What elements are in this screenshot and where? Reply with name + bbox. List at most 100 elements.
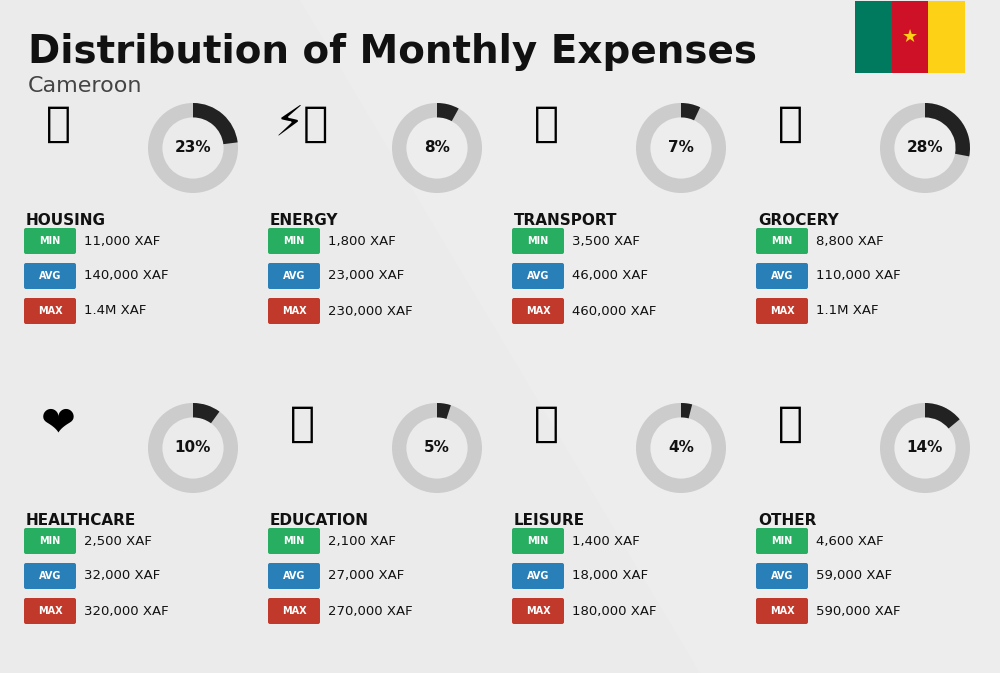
FancyBboxPatch shape (24, 228, 76, 254)
Text: TRANSPORT: TRANSPORT (514, 213, 618, 228)
Text: 8,800 XAF: 8,800 XAF (816, 234, 884, 248)
FancyBboxPatch shape (512, 263, 564, 289)
Text: 🏢: 🏢 (46, 103, 70, 145)
Text: 14%: 14% (907, 441, 943, 456)
Text: 1,800 XAF: 1,800 XAF (328, 234, 396, 248)
Text: 140,000 XAF: 140,000 XAF (84, 269, 168, 283)
Text: 23%: 23% (175, 141, 211, 155)
Wedge shape (636, 403, 726, 493)
Text: MIN: MIN (39, 236, 61, 246)
Wedge shape (148, 403, 238, 493)
Bar (928, 1, 965, 73)
Wedge shape (193, 103, 238, 144)
FancyBboxPatch shape (512, 528, 564, 554)
FancyBboxPatch shape (268, 563, 320, 589)
Wedge shape (193, 403, 219, 423)
Text: 46,000 XAF: 46,000 XAF (572, 269, 648, 283)
Text: 11,000 XAF: 11,000 XAF (84, 234, 160, 248)
Text: 460,000 XAF: 460,000 XAF (572, 304, 656, 318)
Text: AVG: AVG (527, 571, 549, 581)
Text: ❤️: ❤️ (41, 403, 75, 445)
Text: 🎓: 🎓 (290, 403, 314, 445)
Text: 27,000 XAF: 27,000 XAF (328, 569, 404, 583)
Text: 32,000 XAF: 32,000 XAF (84, 569, 160, 583)
Text: 180,000 XAF: 180,000 XAF (572, 604, 656, 618)
Text: 1.4M XAF: 1.4M XAF (84, 304, 146, 318)
Text: 💰: 💰 (778, 403, 802, 445)
FancyBboxPatch shape (756, 528, 808, 554)
FancyBboxPatch shape (268, 298, 320, 324)
FancyBboxPatch shape (512, 298, 564, 324)
Text: 590,000 XAF: 590,000 XAF (816, 604, 900, 618)
Text: MIN: MIN (283, 236, 305, 246)
Text: AVG: AVG (39, 571, 61, 581)
Text: LEISURE: LEISURE (514, 513, 585, 528)
FancyBboxPatch shape (268, 263, 320, 289)
FancyBboxPatch shape (24, 298, 76, 324)
Text: 23,000 XAF: 23,000 XAF (328, 269, 404, 283)
Wedge shape (681, 403, 692, 419)
Text: 🛒: 🛒 (778, 103, 802, 145)
Wedge shape (437, 403, 451, 419)
Text: 4%: 4% (668, 441, 694, 456)
Text: MAX: MAX (770, 306, 794, 316)
Text: EDUCATION: EDUCATION (270, 513, 369, 528)
Bar (892, 1, 928, 73)
Text: MAX: MAX (526, 306, 550, 316)
Text: AVG: AVG (39, 271, 61, 281)
Text: AVG: AVG (771, 271, 793, 281)
Text: 1,400 XAF: 1,400 XAF (572, 534, 640, 548)
Text: 🛍️: 🛍️ (534, 403, 558, 445)
Text: MAX: MAX (526, 606, 550, 616)
Text: 18,000 XAF: 18,000 XAF (572, 569, 648, 583)
Text: MIN: MIN (39, 536, 61, 546)
Wedge shape (880, 403, 970, 493)
Text: 28%: 28% (907, 141, 943, 155)
Text: AVG: AVG (283, 571, 305, 581)
FancyBboxPatch shape (756, 263, 808, 289)
FancyBboxPatch shape (24, 528, 76, 554)
Text: HOUSING: HOUSING (26, 213, 106, 228)
FancyBboxPatch shape (268, 228, 320, 254)
Text: AVG: AVG (771, 571, 793, 581)
Wedge shape (925, 403, 960, 429)
Text: Distribution of Monthly Expenses: Distribution of Monthly Expenses (28, 33, 757, 71)
Text: Cameroon: Cameroon (28, 76, 143, 96)
Text: 320,000 XAF: 320,000 XAF (84, 604, 169, 618)
Wedge shape (681, 103, 700, 120)
Text: 4,600 XAF: 4,600 XAF (816, 534, 884, 548)
Text: 🚌: 🚌 (534, 103, 558, 145)
Text: MIN: MIN (771, 236, 793, 246)
Text: ENERGY: ENERGY (270, 213, 338, 228)
Text: MAX: MAX (282, 306, 306, 316)
Text: MIN: MIN (771, 536, 793, 546)
Text: MIN: MIN (283, 536, 305, 546)
Text: MAX: MAX (38, 306, 62, 316)
Text: 230,000 XAF: 230,000 XAF (328, 304, 413, 318)
Text: HEALTHCARE: HEALTHCARE (26, 513, 136, 528)
Text: ★: ★ (902, 28, 918, 46)
Text: AVG: AVG (527, 271, 549, 281)
Text: 1.1M XAF: 1.1M XAF (816, 304, 879, 318)
Wedge shape (392, 103, 482, 193)
Text: MIN: MIN (527, 536, 549, 546)
Text: MAX: MAX (770, 606, 794, 616)
FancyBboxPatch shape (512, 228, 564, 254)
Text: OTHER: OTHER (758, 513, 816, 528)
FancyBboxPatch shape (756, 598, 808, 624)
Text: 2,500 XAF: 2,500 XAF (84, 534, 152, 548)
Bar (855, 1, 892, 73)
FancyBboxPatch shape (24, 563, 76, 589)
Text: MIN: MIN (527, 236, 549, 246)
Wedge shape (880, 103, 970, 193)
Text: GROCERY: GROCERY (758, 213, 839, 228)
Text: MAX: MAX (38, 606, 62, 616)
Text: 10%: 10% (175, 441, 211, 456)
FancyBboxPatch shape (268, 528, 320, 554)
Text: ⚡🏠: ⚡🏠 (275, 103, 329, 145)
FancyBboxPatch shape (756, 298, 808, 324)
FancyBboxPatch shape (512, 563, 564, 589)
Text: 2,100 XAF: 2,100 XAF (328, 534, 396, 548)
Text: 270,000 XAF: 270,000 XAF (328, 604, 413, 618)
FancyBboxPatch shape (24, 263, 76, 289)
